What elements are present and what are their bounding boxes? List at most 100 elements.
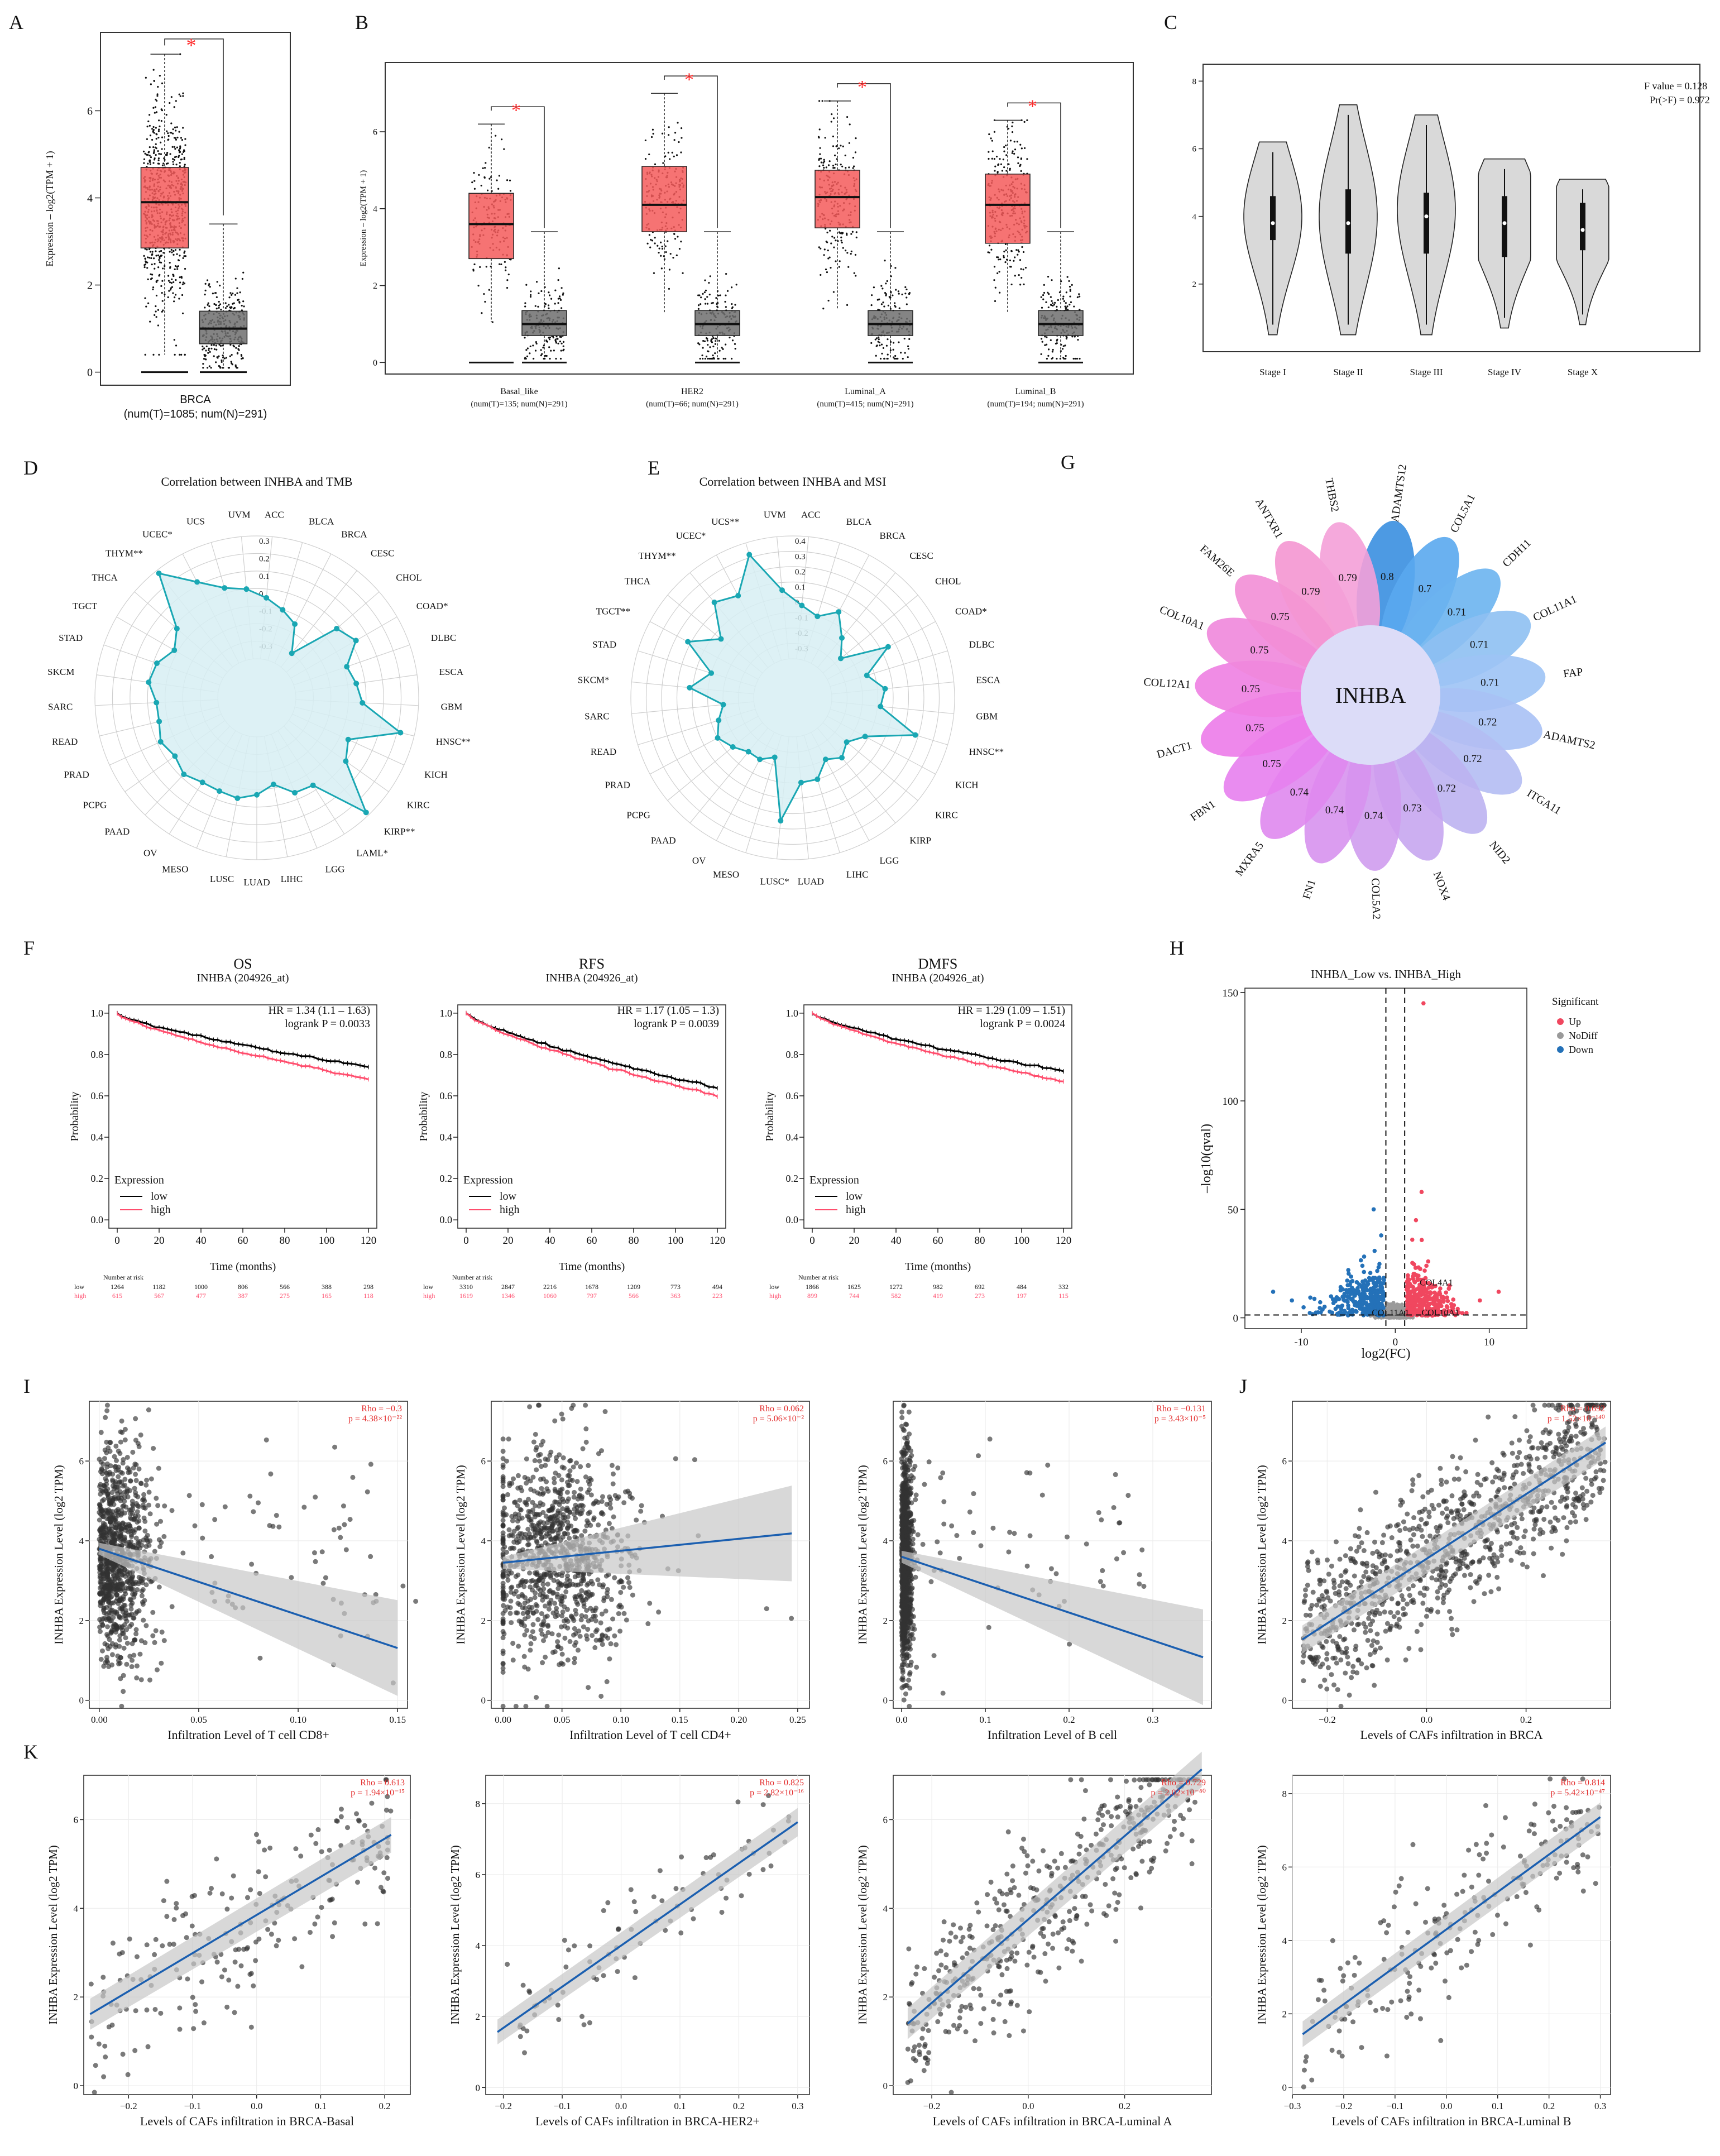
- data-point: [263, 1437, 269, 1443]
- data-point: [175, 344, 178, 347]
- data-point: [711, 357, 713, 360]
- data-point: [718, 339, 720, 342]
- data-point: [827, 250, 829, 252]
- y-tick-label: 0.6: [91, 1090, 104, 1101]
- data-point: [162, 267, 164, 270]
- data-point: [159, 256, 161, 258]
- data-point: [152, 257, 155, 260]
- y-tick-label: 6: [373, 128, 377, 137]
- risk-high-value: 223: [712, 1292, 722, 1300]
- data-point: [1014, 256, 1016, 258]
- data-point: [182, 257, 184, 259]
- data-point: [707, 344, 709, 346]
- data-point: [176, 146, 178, 148]
- data-point: [725, 343, 727, 346]
- data-point: [1019, 284, 1022, 286]
- risk-low-value: 1182: [152, 1283, 166, 1291]
- data-point: [160, 119, 162, 122]
- data-point: [236, 292, 238, 294]
- stage-label: Stage III: [1410, 367, 1443, 377]
- data-point: [231, 294, 233, 296]
- radar-category: SARC: [584, 711, 609, 721]
- data-point: [1069, 295, 1071, 298]
- data-point: [1065, 357, 1067, 360]
- radar-point: [735, 593, 741, 599]
- risk-high-value: 1346: [501, 1292, 515, 1300]
- data-point: [886, 280, 888, 282]
- data-point: [537, 305, 539, 308]
- data-point: [892, 294, 894, 296]
- data-point: [169, 102, 171, 104]
- data-point: [180, 137, 183, 139]
- petal-gene: FN1: [1301, 878, 1319, 901]
- data-point: [151, 253, 154, 255]
- panel-label-h: H: [1170, 937, 1184, 959]
- radar-point: [181, 772, 187, 778]
- data-point: [990, 137, 992, 140]
- data-point: [210, 347, 213, 349]
- data-point: [147, 151, 150, 154]
- panel-label-c: C: [1164, 11, 1177, 33]
- data-point: [1010, 250, 1013, 252]
- data-point: [650, 238, 652, 241]
- petal-value: 0.75: [1242, 683, 1260, 695]
- point-down: [1381, 1291, 1385, 1296]
- point-up: [1445, 1299, 1450, 1304]
- data-point: [234, 294, 237, 296]
- data-point: [819, 147, 821, 149]
- data-point: [845, 250, 847, 252]
- data-point: [898, 341, 900, 343]
- data-point: [204, 282, 207, 285]
- data-point: [852, 165, 855, 167]
- data-point: [712, 337, 715, 339]
- data-point: [892, 342, 895, 344]
- radar-category: STAD: [592, 639, 616, 650]
- radar-tick: 0.3: [795, 553, 806, 562]
- data-point: [1065, 338, 1068, 340]
- data-point: [827, 299, 830, 302]
- data-point: [155, 255, 157, 257]
- data-point: [524, 302, 526, 304]
- risk-low-value: 1678: [585, 1283, 598, 1291]
- data-point: [838, 266, 840, 268]
- data-point: [562, 345, 564, 347]
- petal-value: 0.72: [1463, 753, 1482, 765]
- petal-gene: ADAMTS12: [1389, 463, 1409, 523]
- risk-title: Number at risk: [798, 1273, 839, 1281]
- data-point: [121, 1689, 126, 1694]
- radar-category: UCEC*: [142, 529, 173, 540]
- data-point: [173, 274, 175, 276]
- x-axis-label: Time (months): [210, 1261, 276, 1273]
- data-point: [157, 150, 159, 152]
- data-point: [1070, 301, 1072, 303]
- data-point: [680, 241, 682, 243]
- data-point: [886, 357, 888, 360]
- data-point: [123, 1635, 128, 1641]
- risk-low-value: 773: [670, 1283, 681, 1291]
- data-point: [181, 294, 184, 296]
- data-point: [148, 146, 151, 148]
- data-point: [215, 348, 218, 351]
- data-point: [179, 165, 181, 167]
- data-point: [548, 291, 550, 294]
- data-point: [173, 250, 175, 252]
- data-point: [218, 300, 220, 303]
- data-point: [874, 338, 876, 341]
- data-point: [142, 150, 145, 153]
- data-point: [1047, 348, 1050, 351]
- data-point: [873, 286, 875, 289]
- data-point: [313, 1559, 318, 1564]
- data-point: [146, 138, 148, 140]
- radar-point: [878, 703, 884, 710]
- data-point: [176, 126, 178, 128]
- x-tick-label: 80: [975, 1235, 985, 1247]
- data-point: [904, 352, 906, 354]
- risk-low-value: 494: [712, 1283, 722, 1291]
- legend-low-label: low: [846, 1190, 863, 1202]
- data-point: [143, 1623, 149, 1628]
- data-point: [524, 337, 526, 339]
- data-point: [158, 353, 160, 356]
- data-point: [143, 162, 145, 164]
- data-point: [557, 338, 559, 340]
